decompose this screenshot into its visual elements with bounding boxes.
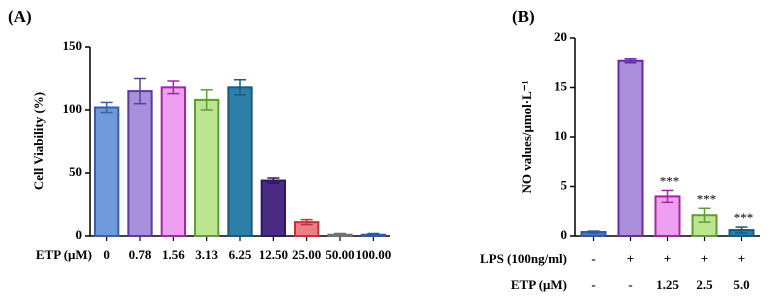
- error-bar: [134, 77, 146, 105]
- x-tick-label: 50.00: [325, 247, 354, 262]
- error-bar: [735, 226, 748, 234]
- annotation: ***: [660, 173, 680, 188]
- x-tick-label: 0.78: [129, 247, 152, 262]
- error-bar: [100, 101, 113, 114]
- error-bar: [661, 189, 674, 204]
- table-cell: 5.0: [733, 277, 749, 292]
- table-cell: 2.5: [696, 277, 713, 292]
- error-bar: [167, 80, 180, 95]
- x-tick-label: 3.13: [195, 247, 218, 262]
- y-tick-label: 50: [69, 164, 82, 179]
- y-tick-label: 5: [561, 177, 568, 192]
- bar: [227, 86, 253, 237]
- annotation: ***: [734, 210, 754, 225]
- table-cell: 1.25: [656, 277, 679, 292]
- table-cell: +: [738, 251, 745, 266]
- error-bar: [300, 218, 313, 226]
- y-tick-label: 100: [63, 101, 83, 116]
- table-cell: +: [664, 251, 671, 266]
- x-tick-label: 100.00: [355, 247, 391, 262]
- y-tick-label: 0: [561, 227, 568, 242]
- error-bar: [334, 232, 346, 237]
- y-tick-label: 20: [554, 29, 567, 44]
- bar: [260, 179, 286, 237]
- bar: [94, 106, 120, 238]
- y-axis-label: NO values/μmol·L⁻¹: [519, 80, 534, 193]
- y-axis-label: Cell Viability (%): [31, 92, 46, 190]
- x-tick-label: 1.56: [162, 247, 185, 262]
- error-bar: [267, 177, 280, 184]
- annotation: ***: [697, 191, 717, 206]
- y-tick-label: 15: [554, 78, 568, 93]
- bar: [194, 98, 220, 237]
- x-tick-label: 6.25: [229, 247, 252, 262]
- table-row-label: ETP (μM): [511, 277, 567, 292]
- error-bar: [624, 58, 637, 64]
- y-tick-label: 150: [63, 38, 83, 53]
- y-tick-label: 0: [76, 227, 83, 242]
- table-cell: +: [701, 251, 708, 266]
- error-bar: [200, 89, 213, 111]
- error-bar: [234, 79, 246, 96]
- x-tick-label: 12.50: [259, 247, 288, 262]
- table-cell: -: [591, 277, 595, 292]
- error-bar: [587, 230, 600, 234]
- table-cell: -: [591, 251, 595, 266]
- panel-title: (B): [512, 7, 535, 26]
- x-tick-label: 0: [103, 247, 110, 262]
- panel-title: (A): [8, 7, 32, 26]
- x-axis-label: ETP (μM): [36, 247, 92, 262]
- table-cell: +: [627, 251, 634, 266]
- y-tick-label: 10: [554, 128, 567, 143]
- table-row-label: LPS (100ng/ml): [480, 251, 567, 266]
- x-tick-label: 25.00: [292, 247, 321, 262]
- error-bar: [698, 207, 711, 223]
- bar: [160, 86, 187, 237]
- table-cell: -: [628, 277, 632, 292]
- bar: [127, 90, 153, 237]
- bar: [617, 59, 644, 237]
- error-bar: [367, 232, 380, 237]
